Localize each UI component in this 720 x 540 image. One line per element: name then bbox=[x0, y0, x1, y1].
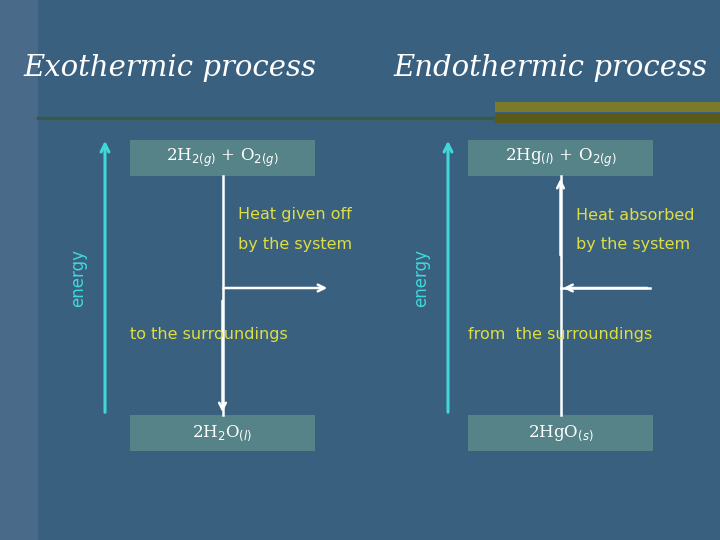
Text: Exothermic process: Exothermic process bbox=[24, 54, 317, 82]
Text: Endothermic process: Endothermic process bbox=[393, 54, 707, 82]
Text: from  the surroundings: from the surroundings bbox=[468, 327, 652, 342]
Text: 2H$_{2(g)}$ + O$_{2(g)}$: 2H$_{2(g)}$ + O$_{2(g)}$ bbox=[166, 147, 279, 169]
Text: Heat absorbed: Heat absorbed bbox=[575, 207, 694, 222]
Bar bbox=[0, 0, 38, 540]
Bar bbox=[468, 415, 653, 451]
Bar bbox=[130, 140, 315, 176]
Text: Heat given off: Heat given off bbox=[238, 207, 351, 222]
Bar bbox=[495, 102, 720, 112]
Text: 2Hg$_{(l)}$ + O$_{2(g)}$: 2Hg$_{(l)}$ + O$_{2(g)}$ bbox=[505, 147, 616, 169]
Text: by the system: by the system bbox=[575, 238, 690, 253]
Bar bbox=[468, 140, 653, 176]
Text: to the surroundings: to the surroundings bbox=[130, 327, 288, 342]
Bar bbox=[495, 113, 720, 123]
Text: by the system: by the system bbox=[238, 238, 351, 253]
Bar bbox=[130, 415, 315, 451]
Text: energy: energy bbox=[69, 249, 87, 307]
Text: 2HgO$_{(s)}$: 2HgO$_{(s)}$ bbox=[528, 423, 593, 443]
Text: energy: energy bbox=[412, 249, 430, 307]
Text: 2H$_2$O$_{(l)}$: 2H$_2$O$_{(l)}$ bbox=[192, 423, 253, 443]
